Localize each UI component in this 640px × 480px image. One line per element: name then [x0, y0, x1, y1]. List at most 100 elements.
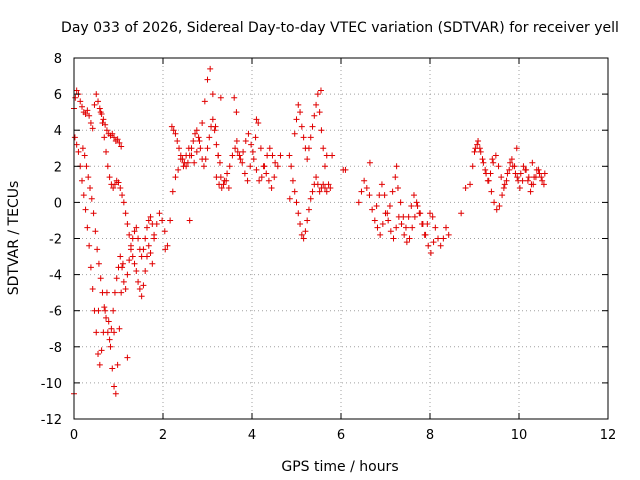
data-point — [300, 235, 307, 242]
series-track-l — [373, 174, 452, 249]
data-point — [488, 188, 495, 195]
data-point — [77, 98, 84, 105]
data-point — [374, 224, 381, 231]
data-point — [115, 179, 122, 186]
data-point — [233, 109, 240, 116]
x-tick-label: 4 — [248, 428, 256, 443]
data-point — [406, 235, 413, 242]
data-point — [414, 203, 421, 210]
data-point — [366, 192, 373, 199]
data-point — [215, 152, 222, 159]
data-point — [93, 91, 100, 98]
data-point — [217, 94, 224, 101]
y-axis-ticks: -12 -10 -8 -6 -4 -2 0 2 4 6 8 — [41, 52, 608, 428]
data-point — [535, 166, 542, 173]
data-point — [99, 119, 106, 126]
data-point — [114, 136, 121, 143]
data-point — [172, 174, 179, 181]
data-point — [145, 217, 152, 224]
data-point — [92, 228, 99, 235]
data-point — [257, 145, 264, 152]
data-point — [174, 138, 181, 145]
data-point — [201, 98, 208, 105]
y-tick-label: -6 — [49, 305, 62, 320]
data-point — [289, 177, 296, 184]
data-point — [511, 163, 518, 170]
y-tick-label: -10 — [41, 377, 62, 392]
data-point — [427, 249, 434, 256]
data-point — [508, 156, 515, 163]
data-point — [504, 170, 511, 177]
data-point — [286, 195, 293, 202]
data-point — [107, 343, 114, 350]
data-point — [469, 163, 476, 170]
data-point — [295, 101, 302, 108]
data-point — [432, 224, 439, 231]
data-point — [427, 210, 433, 217]
data-point — [153, 221, 160, 228]
data-point — [140, 282, 147, 289]
data-point — [119, 264, 126, 271]
y-tick-label: -2 — [49, 233, 62, 248]
data-point — [175, 166, 182, 173]
data-point — [295, 210, 302, 217]
data-point — [411, 213, 418, 220]
data-point — [179, 156, 186, 163]
series-track-g — [213, 130, 284, 191]
data-point — [119, 260, 126, 267]
data-point — [95, 98, 102, 105]
series-track-d — [97, 109, 156, 300]
data-point — [253, 166, 260, 173]
data-point — [309, 188, 316, 195]
data-point — [421, 231, 428, 238]
data-point — [525, 174, 532, 181]
data-point — [487, 170, 494, 177]
data-point — [390, 235, 397, 242]
series-track-k — [342, 166, 437, 256]
data-point — [490, 159, 497, 166]
data-point — [321, 163, 328, 170]
series-track-c — [79, 145, 158, 343]
data-point — [358, 188, 365, 195]
data-point — [117, 253, 124, 260]
data-point — [244, 177, 251, 184]
data-point — [501, 181, 508, 188]
data-point — [216, 181, 223, 188]
data-point — [111, 329, 118, 336]
data-point — [131, 228, 138, 235]
data-point — [477, 148, 484, 155]
data-point — [142, 235, 149, 242]
data-point — [437, 242, 444, 249]
data-point — [381, 192, 388, 199]
data-point — [147, 249, 154, 256]
data-point — [87, 119, 94, 126]
data-point — [318, 127, 325, 134]
data-point — [138, 293, 145, 300]
data-point — [274, 163, 281, 170]
data-point — [164, 242, 171, 249]
y-axis-label: SDTVAR / TECUs — [6, 181, 22, 296]
series-track-h — [231, 94, 278, 191]
data-point — [229, 152, 236, 159]
data-point — [193, 127, 200, 134]
y-tick-label: 8 — [54, 52, 62, 67]
data-point — [242, 138, 249, 145]
data-point — [467, 181, 474, 188]
data-point — [85, 174, 92, 181]
data-point — [293, 199, 300, 206]
data-point — [286, 152, 293, 159]
series-track-j — [291, 91, 330, 170]
data-point — [136, 286, 143, 293]
x-tick-label: 6 — [337, 428, 345, 443]
data-point — [304, 156, 311, 163]
data-point — [298, 123, 305, 130]
data-point — [378, 181, 385, 188]
data-point — [302, 228, 309, 235]
data-point — [340, 166, 347, 173]
data-point — [84, 224, 91, 231]
data-point — [307, 195, 314, 202]
data-point — [96, 105, 103, 112]
data-point — [498, 174, 505, 181]
data-point — [400, 213, 407, 220]
